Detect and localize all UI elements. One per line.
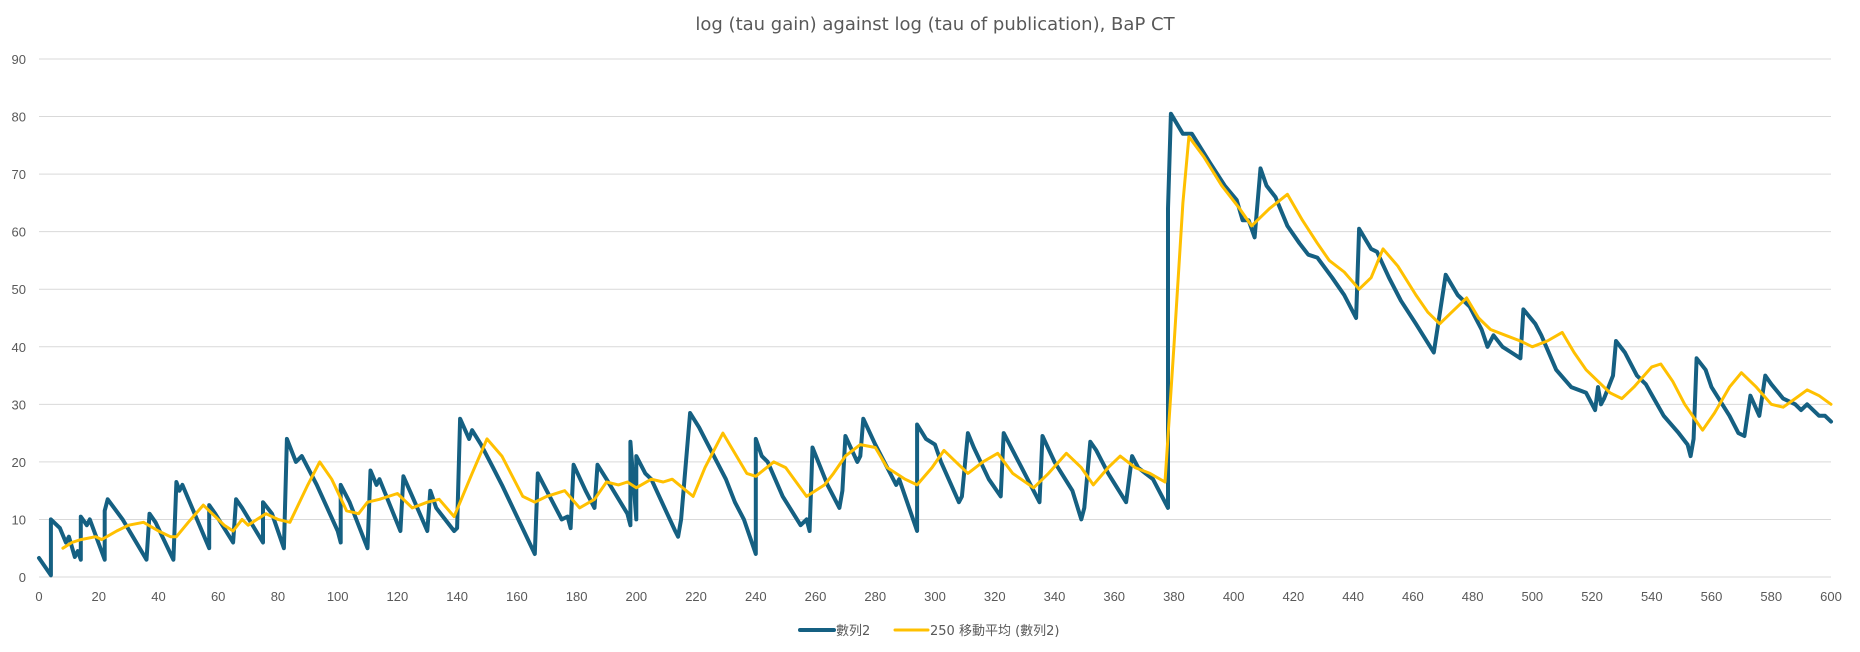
x-tick-label: 120	[387, 589, 409, 604]
series-line-1	[37, 111, 1833, 578]
x-tick-label: 200	[625, 589, 647, 604]
legend: 數列2 250 移動平均 (數列2)	[798, 624, 1060, 639]
x-tick-label: 320	[984, 589, 1006, 604]
x-tick-label: 360	[1103, 589, 1125, 604]
x-tick-label: 580	[1760, 589, 1782, 604]
x-tick-label: 460	[1402, 589, 1424, 604]
x-tick-label: 80	[271, 589, 285, 604]
y-tick-label: 40	[12, 340, 26, 355]
y-tick-label: 50	[12, 282, 26, 297]
y-tick-label: 0	[19, 570, 26, 585]
chart-title: log (tau gain) against log (tau of publi…	[695, 14, 1175, 35]
series-line-2	[61, 135, 1833, 550]
legend-label-series-2: 250 移動平均 (數列2)	[930, 624, 1060, 639]
y-tick-label: 80	[12, 110, 26, 125]
x-tick-label: 380	[1163, 589, 1185, 604]
x-tick-label: 520	[1581, 589, 1603, 604]
x-tick-label: 280	[864, 589, 886, 604]
x-tick-label: 140	[446, 589, 468, 604]
y-tick-label: 20	[12, 455, 26, 470]
y-tick-label: 90	[12, 52, 26, 67]
x-tick-label: 540	[1641, 589, 1663, 604]
x-tick-label: 400	[1223, 589, 1245, 604]
x-tick-label: 0	[35, 589, 42, 604]
y-tick-label: 10	[12, 512, 26, 527]
x-tick-label: 480	[1462, 589, 1484, 604]
gridlines	[39, 58, 1831, 578]
y-axis-ticks: 0 10 20 30 40 50 60 70 80 90	[12, 52, 26, 585]
x-tick-label: 500	[1521, 589, 1543, 604]
x-tick-label: 100	[327, 589, 349, 604]
x-tick-label: 160	[506, 589, 528, 604]
x-tick-label: 20	[91, 589, 105, 604]
x-tick-label: 300	[924, 589, 946, 604]
series-group	[37, 111, 1833, 578]
x-tick-label: 260	[805, 589, 827, 604]
x-tick-label: 440	[1342, 589, 1364, 604]
x-tick-label: 340	[1044, 589, 1066, 604]
x-tick-label: 180	[566, 589, 588, 604]
x-tick-label: 560	[1701, 589, 1723, 604]
x-tick-label: 240	[745, 589, 767, 604]
x-axis-ticks: 0 20 40 60 80 100 120 140 160 180 200 220 240 260 280 3…	[35, 589, 1841, 604]
legend-label-series-1: 數列2	[836, 624, 870, 639]
y-tick-label: 30	[12, 397, 26, 412]
x-tick-label: 220	[685, 589, 707, 604]
x-tick-label: 600	[1820, 589, 1842, 604]
y-tick-label: 70	[12, 167, 26, 182]
x-tick-label: 420	[1283, 589, 1305, 604]
x-tick-label: 60	[211, 589, 225, 604]
x-tick-label: 40	[151, 589, 165, 604]
y-tick-label: 60	[12, 225, 26, 240]
